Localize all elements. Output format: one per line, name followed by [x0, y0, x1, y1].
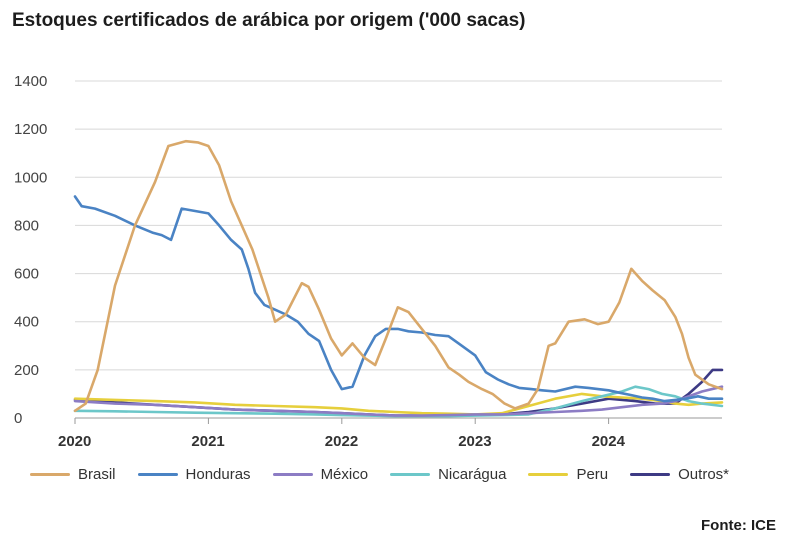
legend-item: Peru: [528, 466, 608, 483]
y-tick-label: 800: [14, 217, 39, 234]
legend-swatch: [528, 473, 569, 476]
legend-label: Peru: [576, 466, 609, 483]
x-tick-label: 2020: [58, 433, 91, 450]
legend-label: Outros*: [678, 466, 729, 483]
legend-label: Nicarágua: [438, 466, 507, 483]
y-tick-label: 0: [14, 410, 22, 427]
x-tick-label: 2022: [325, 433, 358, 450]
series-line-brasil: [73, 139, 724, 413]
y-tick-label: 600: [14, 266, 39, 283]
x-tick-label: 2024: [592, 433, 626, 450]
legend-swatch: [272, 473, 313, 476]
chart-legend: Brasil Honduras México Nicarágua Peru Outros*: [30, 466, 751, 483]
legend-item: México: [272, 466, 369, 483]
legend-swatch: [137, 473, 178, 476]
x-tick-label: 2023: [458, 433, 491, 450]
legend-item: Honduras: [137, 466, 251, 483]
legend-swatch: [390, 473, 431, 476]
legend-item: Brasil: [30, 466, 116, 483]
series-line-m-xico: [73, 385, 724, 417]
source-note: Fonte: ICE: [701, 517, 776, 534]
y-tick-label: 200: [14, 362, 39, 379]
legend-swatch: [630, 473, 671, 476]
chart-title: Estoques certificados de arábica por ori…: [12, 10, 526, 31]
legend-item: Nicarágua: [390, 466, 506, 483]
y-tick-label: 1200: [14, 121, 47, 138]
legend-label: México: [320, 466, 369, 483]
y-tick-label: 400: [14, 314, 39, 331]
series-line-honduras: [73, 195, 724, 403]
legend-item: Outros*: [630, 466, 729, 483]
legend-label: Brasil: [78, 466, 116, 483]
legend-swatch: [30, 473, 70, 476]
legend-label: Honduras: [185, 466, 251, 483]
y-tick-label: 1400: [14, 73, 47, 90]
x-tick-label: 2021: [191, 433, 224, 450]
y-tick-label: 1000: [14, 169, 47, 186]
